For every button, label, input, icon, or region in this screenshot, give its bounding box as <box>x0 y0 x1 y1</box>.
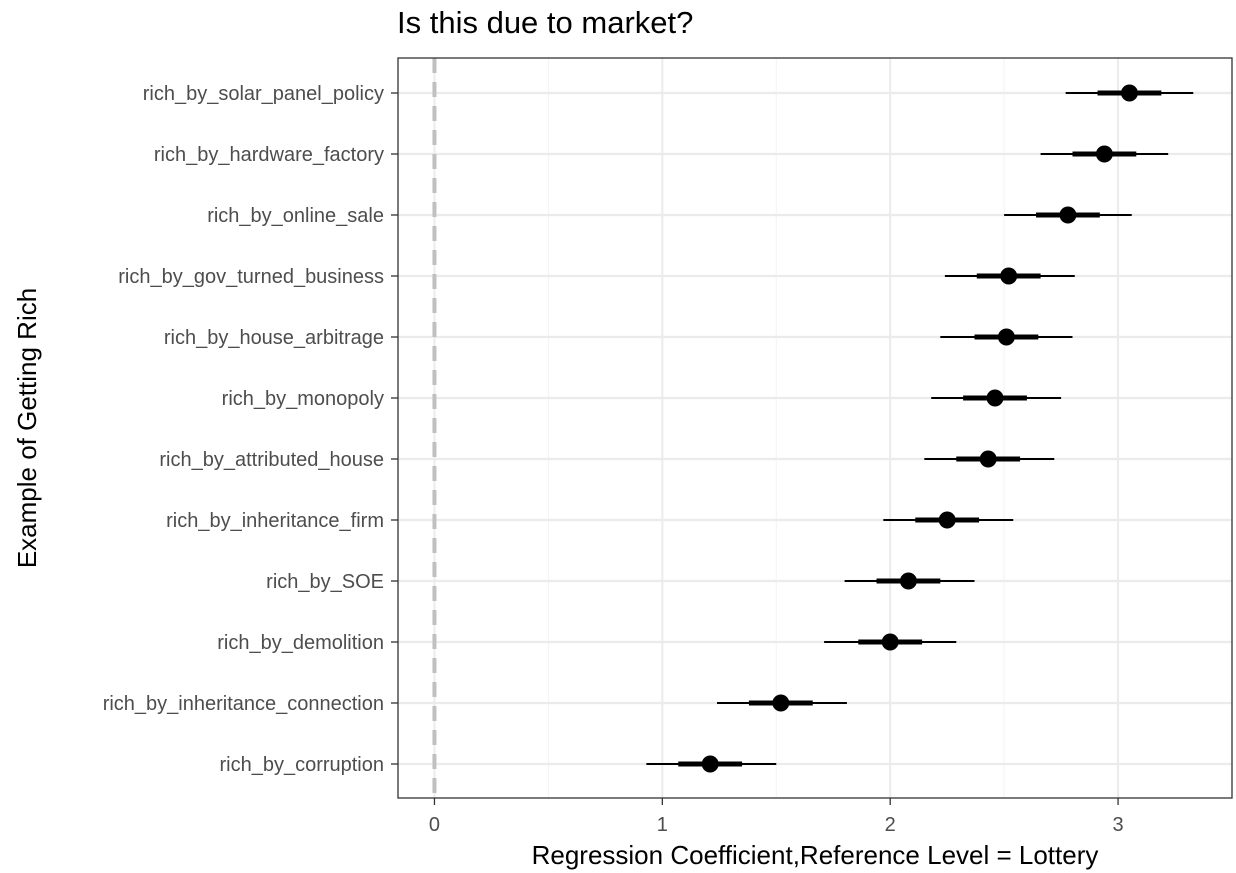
estimate-point <box>701 755 719 773</box>
y-tick-label: rich_by_attributed_house <box>159 449 384 471</box>
y-tick-label: rich_by_demolition <box>217 632 384 654</box>
estimate-marks-layer <box>646 84 1194 773</box>
grid-layer <box>398 58 1233 798</box>
x-tick-label: 0 <box>429 814 440 836</box>
estimate-point <box>881 633 899 651</box>
x-axis-title: Regression Coefficient,Reference Level =… <box>532 840 1099 870</box>
panel-border <box>397 57 1233 799</box>
y-tick-label: rich_by_house_arbitrage <box>164 327 384 349</box>
y-tick-label: rich_by_online_sale <box>207 205 384 227</box>
y-tick-label: rich_by_corruption <box>219 754 384 776</box>
estimate-point <box>986 389 1004 407</box>
y-tick-label: rich_by_gov_turned_business <box>118 266 384 288</box>
estimate-point <box>1095 145 1113 163</box>
estimate-point <box>997 328 1015 346</box>
x-tick-label: 2 <box>885 814 896 836</box>
y-axis-title: Example of Getting Rich <box>12 288 42 568</box>
estimate-point <box>1059 206 1077 224</box>
estimate-point <box>1120 84 1138 102</box>
estimate-point <box>1000 267 1018 285</box>
y-tick-label: rich_by_hardware_factory <box>154 144 384 166</box>
x-axis: 0 1 2 3 <box>429 798 1124 836</box>
y-tick-label: rich_by_solar_panel_policy <box>143 83 384 105</box>
y-tick-label: rich_by_inheritance_firm <box>166 510 384 532</box>
estimate-point <box>772 694 790 712</box>
estimate-point <box>979 450 997 468</box>
chart-title: Is this due to market? <box>397 5 693 40</box>
estimate-point <box>899 572 917 590</box>
y-tick-label: rich_by_SOE <box>266 571 384 593</box>
y-tick-label: rich_by_inheritance_connection <box>103 693 384 715</box>
x-tick-label: 3 <box>1113 814 1124 836</box>
y-axis: rich_by_solar_panel_policy rich_by_hardwa… <box>103 83 398 776</box>
estimate-point <box>938 511 956 529</box>
x-tick-label: 1 <box>657 814 668 836</box>
y-tick-label: rich_by_monopoly <box>222 388 384 410</box>
